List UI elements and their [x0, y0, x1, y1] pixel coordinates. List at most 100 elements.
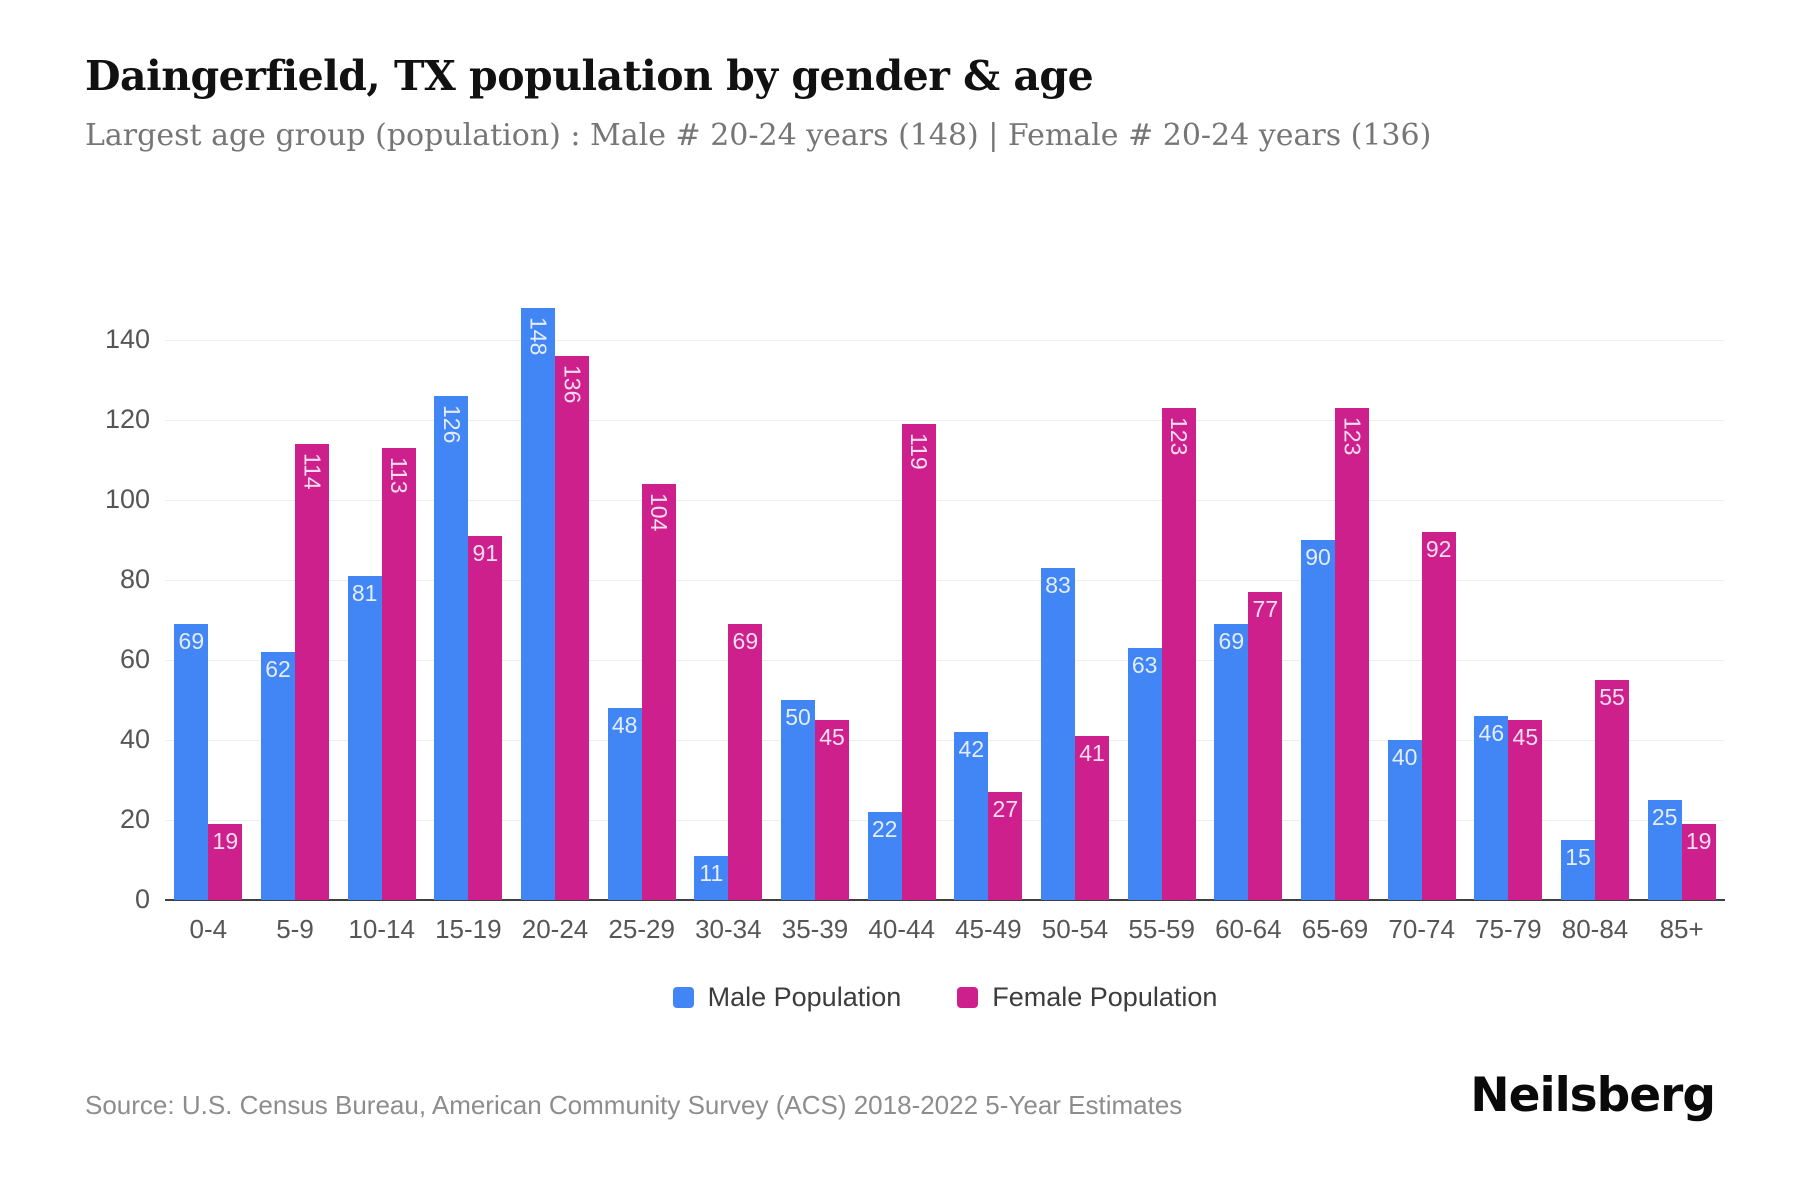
- legend-item-female[interactable]: Female Population: [957, 982, 1217, 1013]
- bar-male-25-29[interactable]: [607, 708, 642, 900]
- bar-value-label: 77: [1252, 596, 1279, 622]
- bar-value-label: 46: [1478, 720, 1505, 746]
- bar-male-35-39[interactable]: [781, 700, 815, 900]
- x-tick-label: 15-19: [435, 914, 502, 944]
- source-attribution: Source: U.S. Census Bureau, American Com…: [85, 1090, 1183, 1120]
- bar-value-label: 48: [611, 712, 638, 738]
- bar-value-label: 41: [1079, 740, 1105, 766]
- chart-title: Daingerfield, TX population by gender & …: [85, 52, 1094, 100]
- bar-value-label: 123: [1166, 417, 1193, 456]
- x-tick-label: 20-24: [521, 914, 589, 944]
- x-tick-label: 55-59: [1128, 914, 1195, 944]
- bar-female-15-19[interactable]: [468, 536, 503, 900]
- bar-value-label: 69: [732, 628, 759, 654]
- bar-female-0-4[interactable]: [208, 824, 243, 900]
- bar-value-label: 42: [958, 736, 985, 762]
- male-legend-swatch-icon: [672, 987, 694, 1008]
- x-tick-label: 75-79: [1475, 914, 1542, 944]
- x-tick-label: 25-29: [608, 914, 675, 944]
- bar-value-label: 81: [351, 580, 378, 606]
- gridline: [165, 580, 1725, 581]
- bar-value-label: 55: [1599, 684, 1625, 710]
- bar-value-label: 92: [1425, 536, 1452, 562]
- bar-female-75-79[interactable]: [1508, 720, 1543, 900]
- x-tick-label: 80-84: [1561, 914, 1629, 944]
- bar-female-20-24[interactable]: [555, 356, 589, 900]
- bar-value-label: 19: [1685, 828, 1712, 854]
- y-tick-label: 100: [104, 484, 150, 514]
- bar-female-10-14[interactable]: [381, 448, 416, 900]
- bar-value-label: 113: [386, 457, 413, 494]
- bar-male-40-44[interactable]: [867, 812, 902, 900]
- gridline: [165, 500, 1725, 501]
- x-tick-label: 45-49: [955, 914, 1022, 944]
- bar-male-70-74[interactable]: [1387, 740, 1422, 900]
- gridline: [165, 660, 1725, 661]
- bar-male-45-49[interactable]: [954, 732, 989, 900]
- gridline: [165, 820, 1725, 821]
- bar-female-40-44[interactable]: [901, 424, 936, 900]
- bar-female-45-49[interactable]: [988, 792, 1023, 900]
- bar-female-50-54[interactable]: [1075, 736, 1109, 900]
- gridline: [165, 420, 1725, 421]
- y-tick-label: 140: [104, 324, 150, 354]
- x-tick-label: 60-64: [1215, 914, 1282, 944]
- x-axis-line: [165, 899, 1725, 901]
- bar-value-label: 25: [1651, 804, 1678, 830]
- x-tick-label: 40-44: [868, 914, 935, 944]
- chart-subtitle: Largest age group (population) : Male # …: [85, 118, 1432, 153]
- bar-value-label: 90: [1305, 544, 1331, 570]
- bar-male-20-24[interactable]: [521, 308, 555, 900]
- bar-female-85+[interactable]: [1681, 824, 1716, 900]
- bar-value-label: 119: [906, 433, 933, 470]
- bar-male-55-59[interactable]: [1127, 648, 1162, 900]
- bar-female-35-39[interactable]: [815, 720, 849, 900]
- bar-value-label: 136: [559, 365, 586, 404]
- bar-male-30-34[interactable]: [694, 856, 729, 900]
- female-legend-swatch-icon: [957, 987, 979, 1008]
- bar-male-60-64[interactable]: [1214, 624, 1249, 900]
- bar-male-75-79[interactable]: [1474, 716, 1509, 900]
- bar-value-label: 83: [1045, 572, 1071, 598]
- bar-male-10-14[interactable]: [347, 576, 382, 900]
- bar-value-label: 40: [1391, 744, 1418, 770]
- bar-female-30-34[interactable]: [728, 624, 763, 900]
- bar-male-50-54[interactable]: [1041, 568, 1075, 900]
- x-tick-label: 35-39: [781, 914, 849, 944]
- y-tick-label: 80: [119, 564, 150, 594]
- bar-male-80-84[interactable]: [1561, 840, 1595, 900]
- x-tick-label: 0-4: [189, 914, 228, 944]
- bar-value-label: 50: [785, 704, 811, 730]
- x-tick-label: 50-54: [1041, 914, 1109, 944]
- bar-female-5-9[interactable]: [295, 444, 329, 900]
- bar-male-65-69[interactable]: [1301, 540, 1335, 900]
- bar-value-label: 27: [992, 796, 1019, 822]
- legend-label-female: Female Population: [992, 982, 1218, 1012]
- x-tick-label: 30-34: [695, 914, 762, 944]
- bar-male-5-9[interactable]: [261, 652, 295, 900]
- y-tick-label: 120: [104, 404, 150, 434]
- bar-value-label: 15: [1565, 844, 1591, 870]
- bar-female-25-29[interactable]: [641, 484, 676, 900]
- bar-female-60-64[interactable]: [1248, 592, 1283, 900]
- bar-female-70-74[interactable]: [1421, 532, 1456, 900]
- x-tick-label: 10-14: [348, 914, 415, 944]
- y-tick-label: 60: [119, 644, 150, 674]
- y-tick-label: 20: [119, 804, 150, 834]
- bar-value-label: 69: [178, 628, 205, 654]
- x-tick-label: 5-9: [276, 914, 314, 944]
- bar-female-55-59[interactable]: [1161, 408, 1196, 900]
- x-tick-label: 85+: [1659, 914, 1704, 944]
- bar-value-label: 126: [438, 405, 465, 444]
- gridline: [165, 740, 1725, 741]
- bar-male-0-4[interactable]: [174, 624, 209, 900]
- bar-male-15-19[interactable]: [434, 396, 469, 900]
- bar-value-label: 148: [525, 317, 552, 356]
- bar-male-85+[interactable]: [1647, 800, 1682, 900]
- bar-female-80-84[interactable]: [1595, 680, 1629, 900]
- legend-item-male[interactable]: Male Population: [672, 982, 901, 1013]
- bar-female-65-69[interactable]: [1335, 408, 1369, 900]
- bar-value-label: 69: [1218, 628, 1245, 654]
- bar-value-label: 22: [871, 816, 898, 842]
